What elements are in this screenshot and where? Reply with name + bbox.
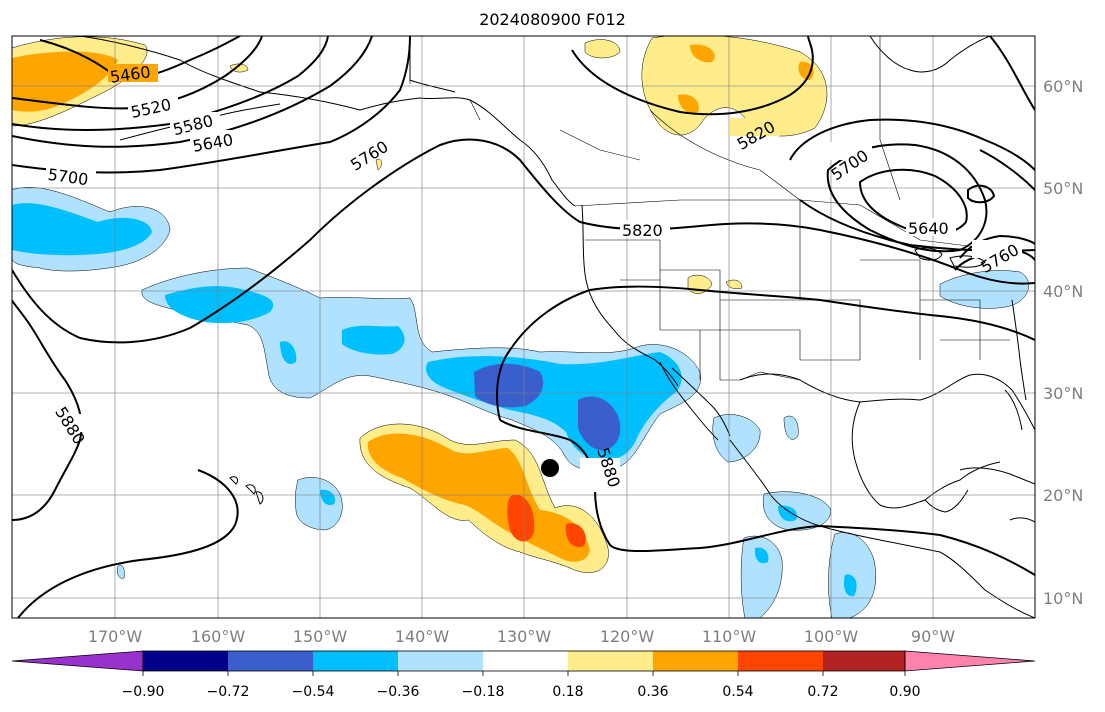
latitude-labels: 60°N 50°N 40°N 30°N 20°N 10°N [1043,77,1083,608]
lon-label: 150°W [293,627,348,646]
lat-label: 60°N [1043,77,1083,96]
contour-label: 5820 [622,221,663,240]
colorbar-segment [143,651,228,671]
lon-label: 110°W [702,627,757,646]
lon-label: 130°W [497,627,552,646]
lat-label: 50°N [1043,179,1083,198]
map-frame [11,35,1036,619]
colorbar-segment [313,651,398,671]
negative-anomaly-fills [12,187,1029,618]
lon-label: 90°W [911,627,955,646]
map-title: 2024080900 F012 [479,10,626,29]
map-gridlines [12,36,1035,618]
contour-label: 5640 [908,219,949,238]
lon-label: 120°W [600,627,655,646]
colorbar-tick-label: −0.90 [122,684,165,700]
colorbar-segment [904,650,1036,672]
colorbar-tick-label: −0.18 [462,684,505,700]
lon-label: 160°W [191,627,246,646]
colorbar-tick-label: 0.18 [552,684,583,700]
colorbar-tick-label: −0.36 [377,684,420,700]
height-contours [12,36,1035,618]
lon-label: 100°W [804,627,859,646]
lon-label: 140°W [395,627,450,646]
colorbar-segment [823,651,905,671]
colorbar-tick-label: 0.72 [807,684,838,700]
map-area [12,36,1035,618]
lat-label: 30°N [1043,384,1083,403]
colorbar-segment [11,650,144,672]
lat-label: 10°N [1043,589,1083,608]
longitude-labels: 170°W 160°W 150°W 140°W 130°W 120°W 110°… [88,627,955,646]
colorbar-segment [738,651,823,671]
colorbar-segment [228,651,313,671]
colorbar-tick-label: −0.54 [292,684,335,700]
lon-label: 170°W [88,627,143,646]
colorbar-tick-label: 0.90 [889,684,920,700]
colorbar-tick-label: 0.36 [637,684,668,700]
colorbar: −0.90 −0.72 −0.54 −0.36 −0.18 0.18 0.36 … [11,650,1036,700]
colorbar-tick-label: 0.54 [722,684,753,700]
political-borders [409,36,1035,381]
storm-center-dot [541,459,559,477]
lat-label: 40°N [1043,282,1083,301]
colorbar-segment [483,651,568,671]
colorbar-tick-label: −0.72 [207,684,250,700]
colorbar-segment [568,651,653,671]
colorbar-segment [398,651,483,671]
colorbar-segment [653,651,738,671]
lat-label: 20°N [1043,486,1083,505]
